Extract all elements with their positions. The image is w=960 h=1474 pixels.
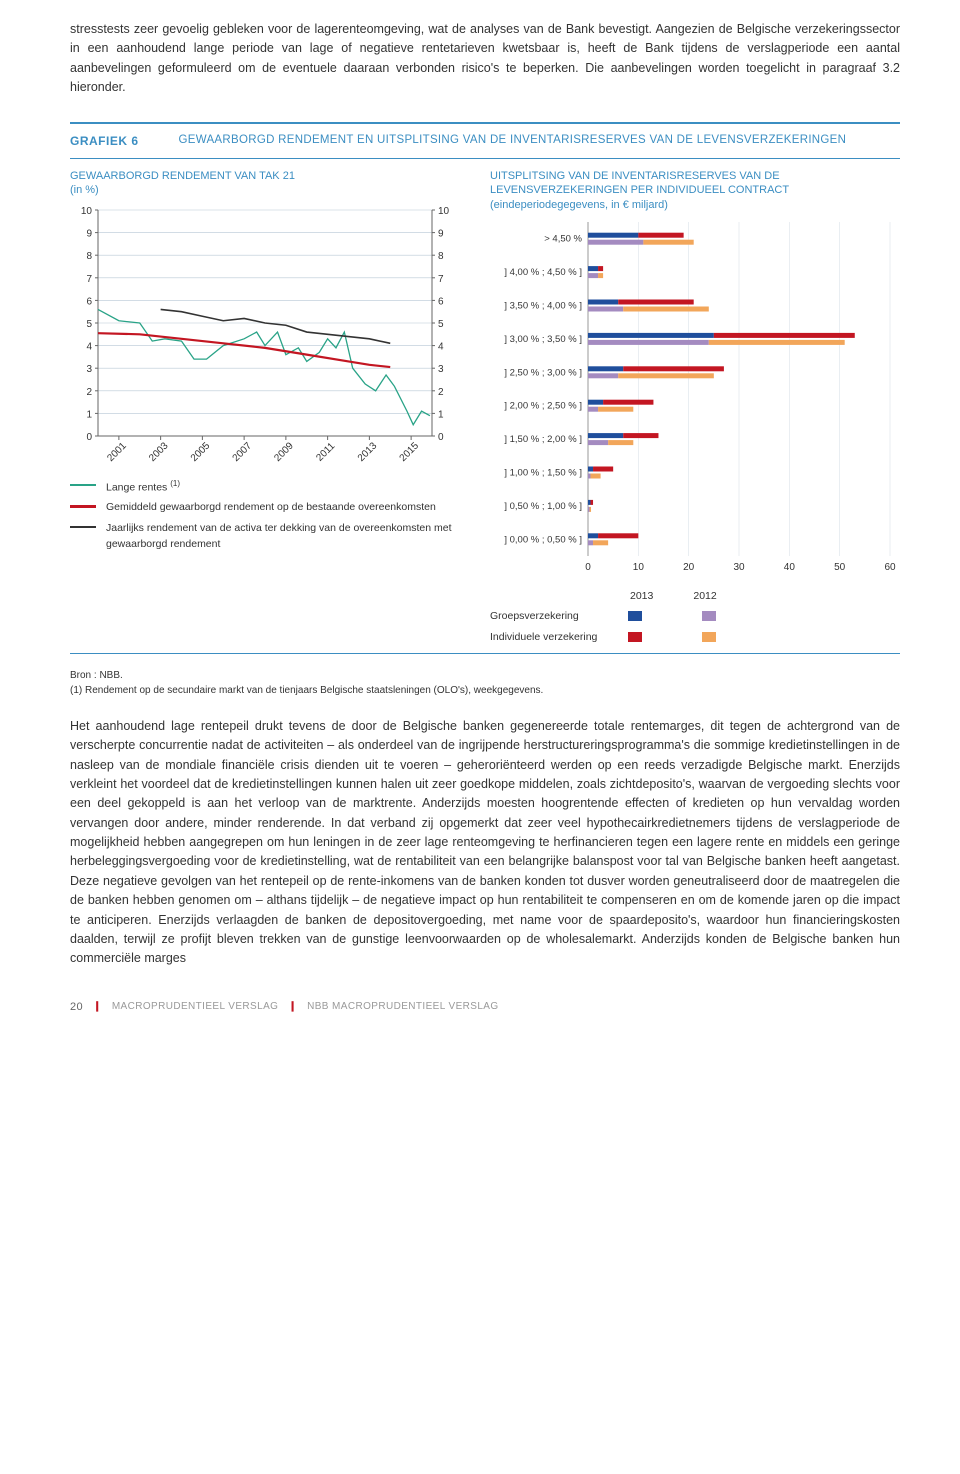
year-2012: 2012	[693, 588, 716, 604]
legend-indiv-label: Individuele verzekering	[490, 629, 620, 645]
swatch-annual-ret	[70, 526, 96, 528]
svg-text:] 0,00 % ; 0,50 % ]: ] 0,00 % ; 0,50 % ]	[504, 534, 582, 545]
line-chart-svg: 0 0 1 1 2 2 3 3 4 4 5 5 6 6 7 7 8 8 9 9 10 10 2001 2003 2005 2007…	[70, 204, 460, 464]
page-number: 20	[70, 999, 83, 1016]
source-block: Bron : NBB. (1) Rendement op de secundai…	[70, 668, 900, 699]
grafiek-number: GRAFIEK 6	[70, 132, 139, 151]
svg-text:] 3,00 % ; 3,50 % ]: ] 3,00 % ; 3,50 % ]	[504, 334, 582, 345]
svg-text:5: 5	[438, 319, 444, 330]
legend-avg-guar: Gemiddeld gewaarborgd rendement op de be…	[70, 499, 460, 515]
svg-text:3: 3	[86, 364, 92, 375]
svg-text:9: 9	[438, 228, 444, 239]
charts-row: GEWAARBORGD RENDEMENT VAN TAK 21 (in %) …	[70, 169, 900, 654]
svg-text:1: 1	[86, 409, 92, 420]
svg-text:3: 3	[438, 364, 444, 375]
swatch-groep-2013	[628, 611, 642, 621]
legend-annual-ret: Jaarlijks rendement van de activa ter de…	[70, 520, 460, 553]
legend-long-rate: Lange rentes (1)	[70, 478, 460, 496]
year-2013: 2013	[630, 588, 653, 604]
svg-text:2: 2	[438, 386, 444, 397]
svg-text:7: 7	[438, 273, 444, 284]
svg-text:1: 1	[438, 409, 444, 420]
svg-text:2005: 2005	[189, 440, 213, 464]
source-note: (1) Rendement op de secundaire markt van…	[70, 683, 900, 699]
svg-text:4: 4	[438, 341, 444, 352]
right-legend: 2013 2012 Groepsverzekering Individuele …	[490, 588, 900, 645]
legend-long-rate-label: Lange rentes (1)	[106, 478, 180, 496]
left-chart: GEWAARBORGD RENDEMENT VAN TAK 21 (in %) …	[70, 169, 460, 649]
svg-text:10: 10	[438, 206, 450, 217]
svg-text:50: 50	[834, 562, 846, 573]
left-chart-title: GEWAARBORGD RENDEMENT VAN TAK 21 (in %)	[70, 169, 460, 198]
svg-text:2007: 2007	[231, 440, 255, 464]
footer-section-a: MACROPRUDENTIEEL VERSLAG	[112, 999, 279, 1015]
svg-text:] 1,50 % ; 2,00 % ]: ] 1,50 % ; 2,00 % ]	[504, 434, 582, 445]
legend-avg-guar-label: Gemiddeld gewaarborgd rendement op de be…	[106, 499, 436, 515]
grafiek-title: GEWAARBORGD RENDEMENT EN UITSPLITSING VA…	[179, 132, 847, 151]
bar-chart-svg: 0 10 20 30 40 50 60 > 4,50 % ] 4,00 % ; 4,50 % ]…	[490, 218, 900, 578]
svg-text:2011: 2011	[314, 440, 337, 463]
svg-text:> 4,50 %: > 4,50 %	[544, 234, 582, 245]
swatch-groep-2012	[702, 611, 716, 621]
legend-groeps-label: Groepsverzekering	[490, 608, 620, 624]
svg-text:] 2,00 % ; 2,50 % ]: ] 2,00 % ; 2,50 % ]	[504, 401, 582, 412]
page-footer: 20 ❙ MACROPRUDENTIEEL VERSLAG ❙ NBB MACR…	[70, 999, 900, 1016]
svg-text:5: 5	[86, 319, 92, 330]
svg-text:2: 2	[86, 386, 92, 397]
svg-text:2003: 2003	[147, 440, 171, 464]
chart-heading-bar: GRAFIEK 6 GEWAARBORGD RENDEMENT EN UITSP…	[70, 122, 900, 160]
swatch-indiv-2012	[702, 632, 716, 642]
svg-text:10: 10	[633, 562, 645, 573]
svg-text:2013: 2013	[356, 440, 380, 464]
svg-text:] 2,50 % ; 3,00 % ]: ] 2,50 % ; 3,00 % ]	[504, 367, 582, 378]
svg-text:9: 9	[86, 228, 92, 239]
svg-text:8: 8	[438, 251, 444, 262]
svg-text:30: 30	[733, 562, 745, 573]
svg-text:] 3,50 % ; 4,00 % ]: ] 3,50 % ; 4,00 % ]	[504, 300, 582, 311]
legend-annual-ret-label: Jaarlijks rendement van de activa ter de…	[106, 520, 460, 553]
main-body-paragraph: Het aanhoudend lage rentepeil drukt teve…	[70, 717, 900, 969]
swatch-long-rate	[70, 484, 96, 486]
right-legend-groeps: Groepsverzekering	[490, 608, 900, 624]
source-line: Bron : NBB.	[70, 668, 900, 684]
swatch-indiv-2013	[628, 632, 642, 642]
svg-text:6: 6	[438, 296, 444, 307]
footer-section-b: NBB MACROPRUDENTIEEL VERSLAG	[307, 999, 498, 1015]
svg-text:2015: 2015	[398, 440, 422, 464]
svg-text:2001: 2001	[105, 440, 129, 464]
svg-text:10: 10	[81, 206, 93, 217]
right-chart-title: UITSPLITSING VAN DE INVENTARISRESERVES V…	[490, 169, 900, 212]
svg-text:0: 0	[86, 432, 92, 443]
svg-text:0: 0	[438, 432, 444, 443]
svg-text:0: 0	[585, 562, 591, 573]
svg-text:7: 7	[86, 273, 92, 284]
svg-text:] 0,50 % ; 1,00 % ]: ] 0,50 % ; 1,00 % ]	[504, 501, 582, 512]
svg-text:2009: 2009	[272, 440, 296, 464]
right-chart: UITSPLITSING VAN DE INVENTARISRESERVES V…	[490, 169, 900, 649]
swatch-avg-guar	[70, 505, 96, 508]
footer-sep-1: ❙	[93, 999, 102, 1015]
svg-text:60: 60	[884, 562, 896, 573]
svg-text:20: 20	[683, 562, 695, 573]
svg-text:6: 6	[86, 296, 92, 307]
svg-text:] 1,00 % ; 1,50 % ]: ] 1,00 % ; 1,50 % ]	[504, 467, 582, 478]
left-legend: Lange rentes (1) Gemiddeld gewaarborgd r…	[70, 478, 460, 553]
footer-sep-2: ❙	[288, 999, 297, 1015]
right-legend-years: 2013 2012	[630, 588, 900, 604]
svg-text:] 4,00 % ; 4,50 % ]: ] 4,00 % ; 4,50 % ]	[504, 267, 582, 278]
svg-text:40: 40	[784, 562, 796, 573]
intro-paragraph: stresstests zeer gevoelig gebleken voor …	[70, 20, 900, 98]
svg-text:8: 8	[86, 251, 92, 262]
svg-text:4: 4	[86, 341, 92, 352]
right-legend-indiv: Individuele verzekering	[490, 629, 900, 645]
